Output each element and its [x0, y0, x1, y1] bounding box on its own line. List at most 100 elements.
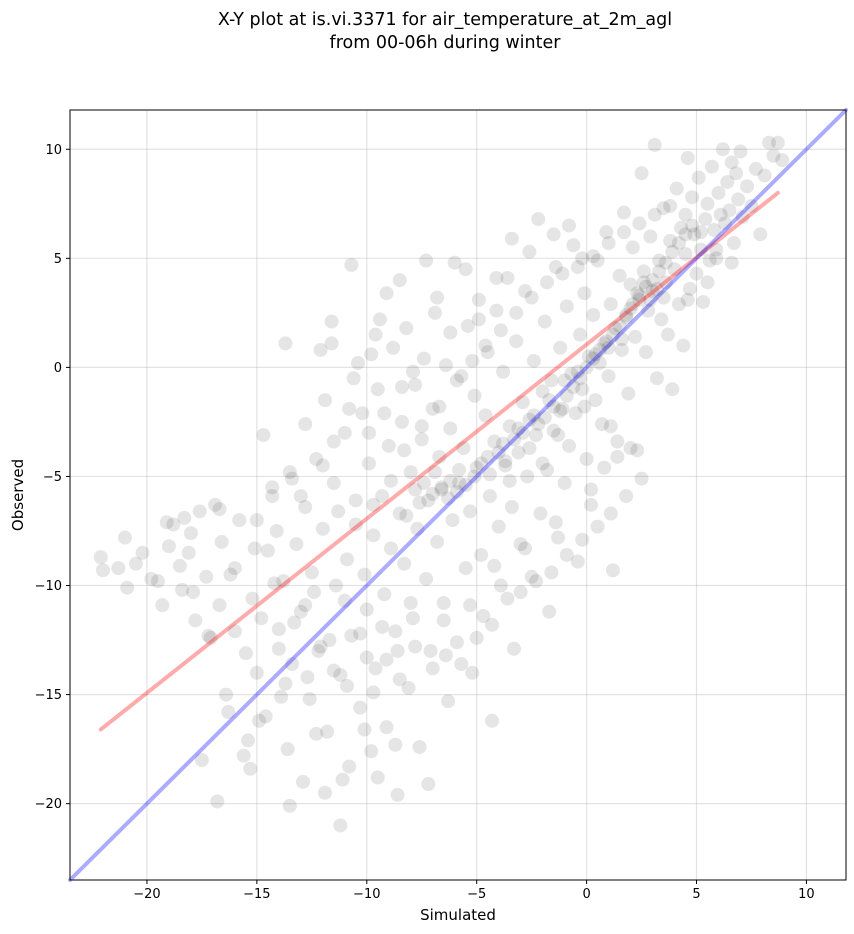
scatter-point	[713, 207, 728, 222]
scatter-point	[485, 617, 500, 632]
scatter-point	[579, 360, 594, 375]
scatter-point	[518, 284, 533, 299]
scatter-point	[318, 393, 333, 408]
scatter-point	[408, 639, 423, 654]
x-tick-label: −20	[133, 887, 160, 902]
scatter-point	[482, 467, 497, 482]
y-tick-label: 0	[54, 361, 62, 376]
scatter-point	[293, 489, 308, 504]
scatter-point	[282, 465, 297, 480]
scatter-point	[309, 726, 324, 741]
one-to-one-line	[68, 108, 848, 882]
y-axis-ticks: −20 −15 −10 −5 0 5 10	[35, 143, 70, 812]
scatter-point	[775, 153, 790, 168]
scatter-point	[537, 314, 552, 329]
scatter-point	[381, 438, 396, 453]
scatter-point	[553, 340, 568, 355]
scatter-point	[388, 624, 403, 639]
scatter-point	[669, 181, 684, 196]
scatter-point	[339, 678, 354, 693]
scatter-point	[513, 585, 528, 600]
scatter-point	[678, 227, 693, 242]
scatter-point	[500, 270, 515, 285]
scatter-point	[388, 737, 403, 752]
scatter-point	[300, 670, 315, 685]
scatter-point	[555, 401, 570, 416]
scatter-point	[221, 705, 236, 720]
scatter-point	[227, 561, 242, 576]
scatter-point	[542, 604, 557, 619]
scatter-point	[555, 266, 570, 281]
scatter-point	[546, 399, 561, 414]
scatter-point	[643, 292, 658, 307]
scatter-point	[241, 733, 256, 748]
scatter-point	[614, 332, 629, 347]
scatter-point	[678, 246, 693, 261]
scatter-point	[465, 665, 480, 680]
scatter-point	[361, 456, 376, 471]
scatter-point	[467, 388, 482, 403]
scatter-point	[605, 327, 620, 342]
scatter-point	[416, 476, 431, 491]
scatter-point	[529, 428, 544, 443]
scatter-point	[232, 513, 247, 528]
scatter-point	[597, 460, 612, 475]
scatter-point	[383, 541, 398, 556]
scatter-point	[434, 480, 449, 495]
scatter-point	[335, 772, 350, 787]
scatter-point	[553, 404, 568, 419]
scatter-point	[520, 469, 535, 484]
scatter-point	[557, 476, 572, 491]
scatter-point	[709, 242, 724, 257]
plot-frame	[69, 109, 847, 881]
scatter-point	[638, 345, 653, 360]
scatter-point	[252, 713, 267, 728]
scatter-point	[537, 410, 552, 425]
scatter-point	[603, 506, 618, 521]
scatter-point	[405, 364, 420, 379]
scatter-point	[366, 497, 381, 512]
scatter-point	[625, 297, 640, 312]
scatter-point	[214, 534, 229, 549]
scatter-point	[652, 264, 667, 279]
scatter-point	[511, 421, 526, 436]
scatter-point	[412, 495, 427, 510]
scatter-point	[586, 249, 601, 264]
scatter-point	[372, 312, 387, 327]
scatter-point	[643, 229, 658, 244]
scatter-point	[531, 212, 546, 227]
scatter-point	[397, 556, 412, 571]
scatter-point	[566, 238, 581, 253]
scatter-point	[405, 611, 420, 626]
scatter-point	[452, 476, 467, 491]
scatter-point	[474, 456, 489, 471]
scatter-point	[770, 135, 785, 150]
scatter-point	[601, 369, 616, 384]
scatter-point	[333, 818, 348, 833]
scatter-point	[568, 406, 583, 421]
scatter-point	[361, 425, 376, 440]
scatter-point	[599, 225, 614, 240]
scatter-point	[575, 532, 590, 547]
scatter-point	[293, 604, 308, 619]
scatter-point	[577, 286, 592, 301]
scatter-point	[612, 318, 627, 333]
reference-lines	[68, 108, 848, 882]
scatter-point	[698, 212, 713, 227]
scatter-point	[219, 687, 234, 702]
scatter-point	[557, 373, 572, 388]
scatter-point	[201, 628, 216, 643]
y-tick-label: −20	[35, 797, 62, 812]
scatter-point	[254, 611, 269, 626]
scatter-point	[630, 286, 645, 301]
scatter-point	[425, 401, 440, 416]
scatter-point	[271, 622, 286, 637]
scatter-point	[364, 347, 379, 362]
scatter-point	[342, 759, 357, 774]
scatter-point	[379, 652, 394, 667]
scatter-point	[623, 277, 638, 292]
scatter-point	[414, 419, 429, 434]
scatter-point	[285, 471, 300, 486]
scatter-point	[531, 417, 546, 432]
scatter-point	[355, 406, 370, 421]
